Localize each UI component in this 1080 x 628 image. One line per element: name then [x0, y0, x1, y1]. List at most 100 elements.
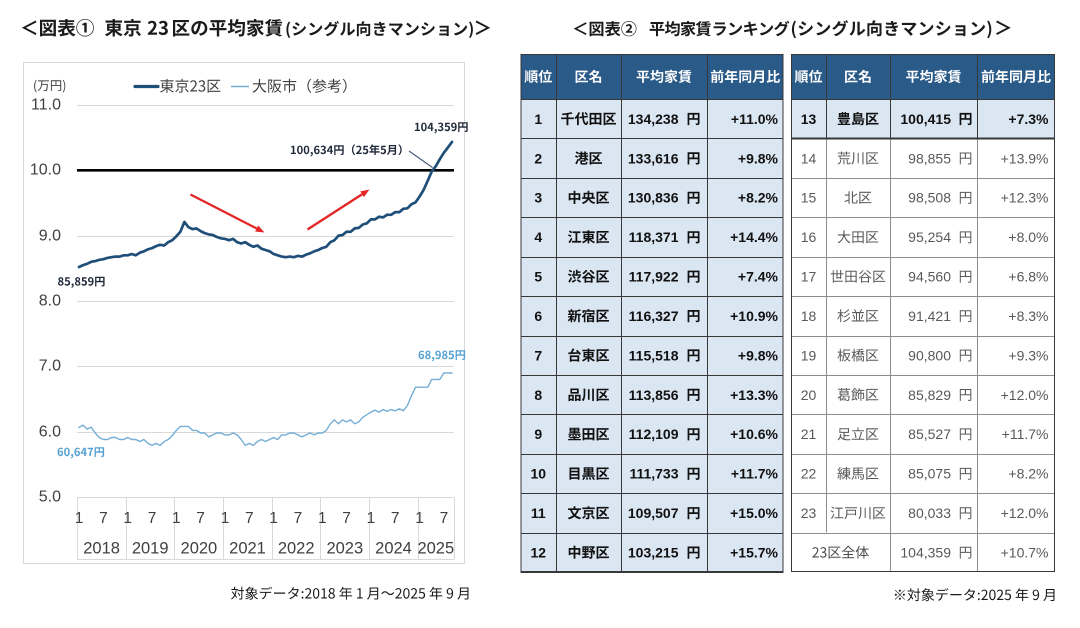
svg-text:14: 14	[801, 150, 817, 166]
svg-text:7: 7	[342, 510, 351, 527]
svg-text:95,254: 95,254	[908, 229, 951, 245]
svg-text:+13.9%: +13.9%	[1001, 150, 1049, 166]
svg-text:7: 7	[99, 510, 108, 527]
svg-text:117,922: 117,922	[629, 269, 679, 285]
svg-text:10: 10	[530, 466, 546, 482]
svg-text:+8.2%: +8.2%	[738, 190, 779, 206]
svg-text:91,421: 91,421	[908, 308, 951, 324]
svg-text:+8.2%: +8.2%	[1008, 466, 1048, 482]
svg-text:2021: 2021	[229, 540, 266, 558]
svg-text:1: 1	[123, 510, 132, 527]
svg-text:+7.4%: +7.4%	[738, 269, 779, 285]
svg-text:21: 21	[801, 426, 817, 442]
svg-text:+12.3%: +12.3%	[1001, 190, 1049, 206]
svg-text:+9.8%: +9.8%	[738, 347, 779, 363]
svg-text:7: 7	[440, 510, 449, 527]
svg-text:23: 23	[801, 505, 817, 521]
svg-text:2022: 2022	[278, 540, 315, 558]
svg-text:2018: 2018	[83, 540, 120, 558]
svg-text:104,359: 104,359	[900, 545, 951, 561]
svg-text:7: 7	[391, 510, 400, 527]
svg-text:85,829: 85,829	[908, 387, 951, 403]
svg-text:+9.8%: +9.8%	[738, 150, 779, 166]
svg-text:113,856: 113,856	[629, 387, 679, 403]
svg-text:7: 7	[245, 510, 254, 527]
svg-text:80,033: 80,033	[908, 505, 951, 521]
svg-text:+10.9%: +10.9%	[730, 308, 778, 324]
svg-text:2019: 2019	[132, 540, 169, 558]
svg-text:2: 2	[534, 150, 542, 166]
svg-text:1: 1	[221, 510, 230, 527]
svg-text:112,109: 112,109	[629, 426, 679, 442]
svg-text:7.0: 7.0	[39, 358, 61, 375]
svg-text:1: 1	[534, 111, 542, 127]
svg-text:13: 13	[801, 111, 817, 127]
svg-text:2023: 2023	[326, 540, 363, 558]
svg-text:8.0: 8.0	[39, 293, 61, 310]
svg-text:22: 22	[801, 466, 817, 482]
svg-text:12: 12	[530, 545, 546, 561]
svg-text:1: 1	[269, 510, 278, 527]
svg-text:+8.0%: +8.0%	[1008, 229, 1048, 245]
svg-text:17: 17	[801, 269, 817, 285]
svg-text:9: 9	[534, 426, 542, 442]
svg-text:2020: 2020	[181, 540, 218, 558]
svg-text:7: 7	[294, 510, 303, 527]
svg-text:19: 19	[801, 347, 817, 363]
svg-text:133,616: 133,616	[628, 150, 679, 166]
svg-text:+12.0%: +12.0%	[1001, 387, 1049, 403]
svg-text:7: 7	[196, 510, 205, 527]
svg-text:3: 3	[534, 190, 542, 206]
svg-text:+11.7%: +11.7%	[1002, 426, 1049, 442]
svg-text:109,507: 109,507	[628, 505, 679, 521]
svg-text:5: 5	[534, 269, 542, 285]
svg-text:130,836: 130,836	[628, 190, 679, 206]
svg-text:9.0: 9.0	[39, 228, 61, 245]
svg-text:11: 11	[531, 505, 546, 521]
svg-text:98,508: 98,508	[908, 190, 951, 206]
svg-text:11.0: 11.0	[31, 97, 61, 114]
svg-text:6.0: 6.0	[39, 424, 61, 441]
svg-text:18: 18	[801, 308, 817, 324]
svg-text:7: 7	[148, 510, 157, 527]
svg-text:+7.3%: +7.3%	[1008, 111, 1049, 127]
svg-text:+12.0%: +12.0%	[1001, 505, 1049, 521]
svg-text:111,733: 111,733	[629, 466, 678, 482]
svg-text:+11.0%: +11.0%	[731, 111, 779, 127]
svg-text:15: 15	[801, 190, 817, 206]
svg-text:2025: 2025	[417, 540, 454, 558]
svg-text:5.0: 5.0	[39, 489, 61, 506]
svg-text:85,527: 85,527	[908, 426, 951, 442]
svg-text:1: 1	[172, 510, 181, 527]
svg-text:4: 4	[534, 229, 542, 245]
svg-text:+9.3%: +9.3%	[1008, 347, 1048, 363]
svg-text:+15.0%: +15.0%	[730, 505, 778, 521]
svg-text:16: 16	[801, 229, 817, 245]
svg-text:+11.7%: +11.7%	[731, 466, 779, 482]
svg-text:98,855: 98,855	[908, 150, 951, 166]
svg-text:+10.6%: +10.6%	[730, 426, 778, 442]
svg-text:103,215: 103,215	[628, 545, 679, 561]
svg-text:8: 8	[534, 387, 542, 403]
svg-text:1: 1	[367, 510, 376, 527]
svg-text:1: 1	[75, 510, 84, 527]
svg-text:+15.7%: +15.7%	[730, 545, 778, 561]
svg-text:+6.8%: +6.8%	[1008, 269, 1048, 285]
svg-text:10.0: 10.0	[30, 162, 61, 179]
svg-text:2024: 2024	[375, 540, 412, 558]
svg-text:1: 1	[318, 510, 327, 527]
svg-text:94,560: 94,560	[908, 269, 951, 285]
svg-text:7: 7	[534, 347, 542, 363]
svg-text:134,238: 134,238	[628, 111, 679, 127]
svg-text:90,800: 90,800	[908, 347, 951, 363]
svg-text:118,371: 118,371	[629, 229, 679, 245]
svg-text:116,327: 116,327	[629, 308, 679, 324]
svg-text:115,518: 115,518	[629, 347, 679, 363]
svg-text:85,075: 85,075	[908, 466, 951, 482]
svg-text:20: 20	[801, 387, 817, 403]
svg-text:1: 1	[415, 510, 424, 527]
svg-text:+14.4%: +14.4%	[730, 229, 778, 245]
svg-text:100,415: 100,415	[900, 111, 951, 127]
svg-text:6: 6	[534, 308, 542, 324]
svg-text:+13.3%: +13.3%	[730, 387, 778, 403]
